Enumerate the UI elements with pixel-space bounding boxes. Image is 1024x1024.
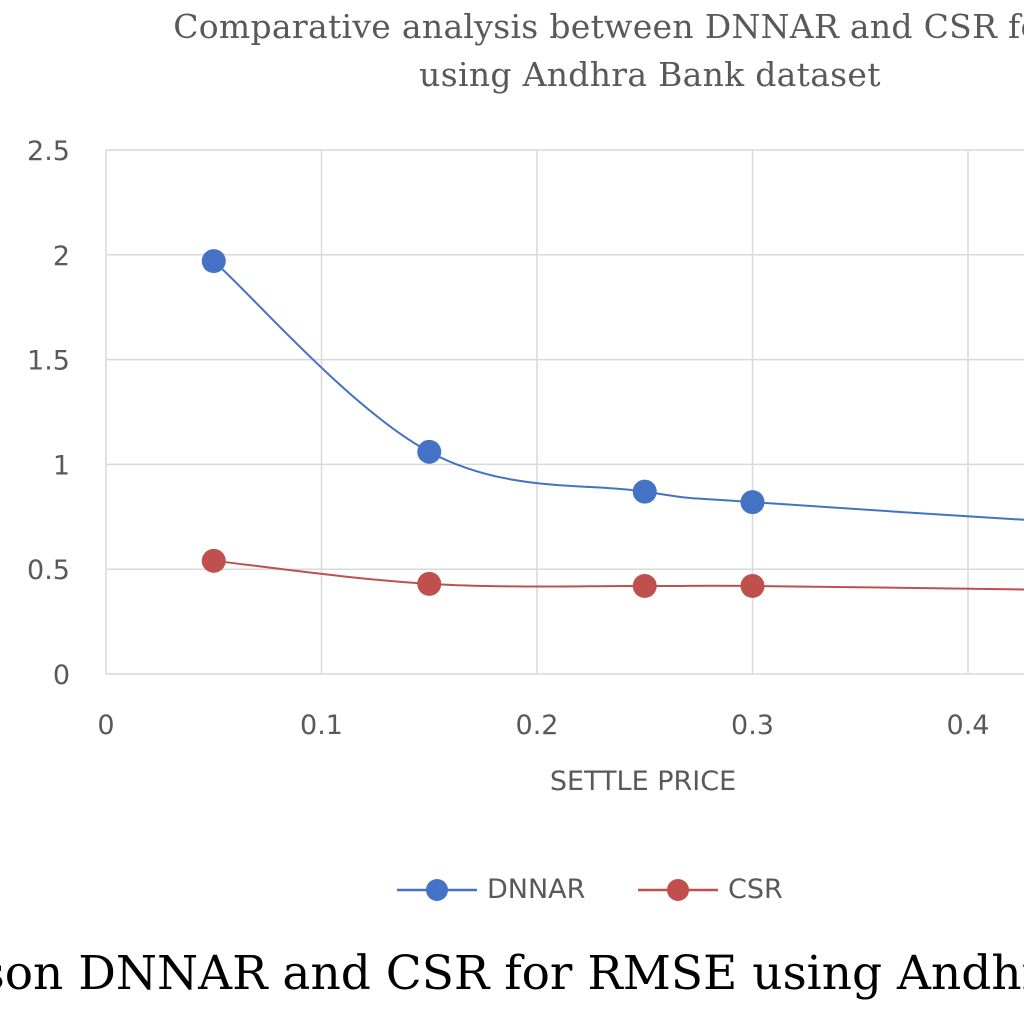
data-point-csr bbox=[632, 573, 657, 598]
series-line-csr bbox=[213, 559, 1024, 591]
x-tick-label: 0.2 bbox=[516, 710, 559, 741]
chart-title: Comparative analysis between DNNAR and C… bbox=[173, 7, 1024, 46]
data-point-csr bbox=[201, 548, 226, 573]
legend-marker-dnnar bbox=[397, 879, 477, 901]
legend-label-csr: CSR bbox=[728, 874, 783, 905]
chart-subtitle: using Andhra Bank dataset bbox=[419, 55, 881, 94]
x-tick-label: 0 bbox=[97, 710, 114, 741]
legend-marker-csr bbox=[638, 879, 718, 901]
series-group bbox=[201, 249, 1024, 598]
grid-lines bbox=[105, 149, 1024, 675]
legend-label-dnnar: DNNAR bbox=[487, 874, 586, 905]
data-point-dnnar bbox=[740, 490, 765, 515]
y-axis-ticks: 0 0.5 1 1.5 2 2.5 bbox=[27, 136, 70, 691]
data-point-dnnar bbox=[201, 249, 226, 274]
x-axis-title: SETTLE PRICE bbox=[550, 766, 736, 797]
y-tick-label: 1 bbox=[53, 450, 70, 481]
line-chart: 0 0.5 1 1.5 2 2.5 0 0.1 0.2 0.3 0.4 SETTLE PRICE bbox=[27, 136, 1024, 797]
data-point-csr bbox=[417, 571, 442, 596]
y-tick-label: 0 bbox=[53, 660, 70, 691]
y-tick-label: 2 bbox=[53, 241, 70, 272]
data-point-dnnar bbox=[417, 439, 442, 464]
y-tick-label: 2.5 bbox=[27, 136, 70, 167]
data-point-csr bbox=[740, 573, 765, 598]
series-line-dnnar bbox=[213, 260, 1024, 521]
x-axis-ticks: 0 0.1 0.2 0.3 0.4 bbox=[97, 710, 989, 741]
x-tick-label: 0.3 bbox=[731, 710, 774, 741]
series-csr bbox=[201, 548, 1024, 598]
series-dnnar bbox=[201, 249, 1024, 521]
x-tick-label: 0.4 bbox=[947, 710, 990, 741]
figure-caption: parison DNNAR and CSR for RMSE using And… bbox=[0, 946, 1024, 1001]
data-point-dnnar bbox=[632, 479, 657, 504]
legend: DNNAR CSR bbox=[0, 866, 1024, 916]
x-tick-label: 0.1 bbox=[300, 710, 343, 741]
y-tick-label: 1.5 bbox=[27, 346, 70, 377]
y-tick-label: 0.5 bbox=[27, 555, 70, 586]
